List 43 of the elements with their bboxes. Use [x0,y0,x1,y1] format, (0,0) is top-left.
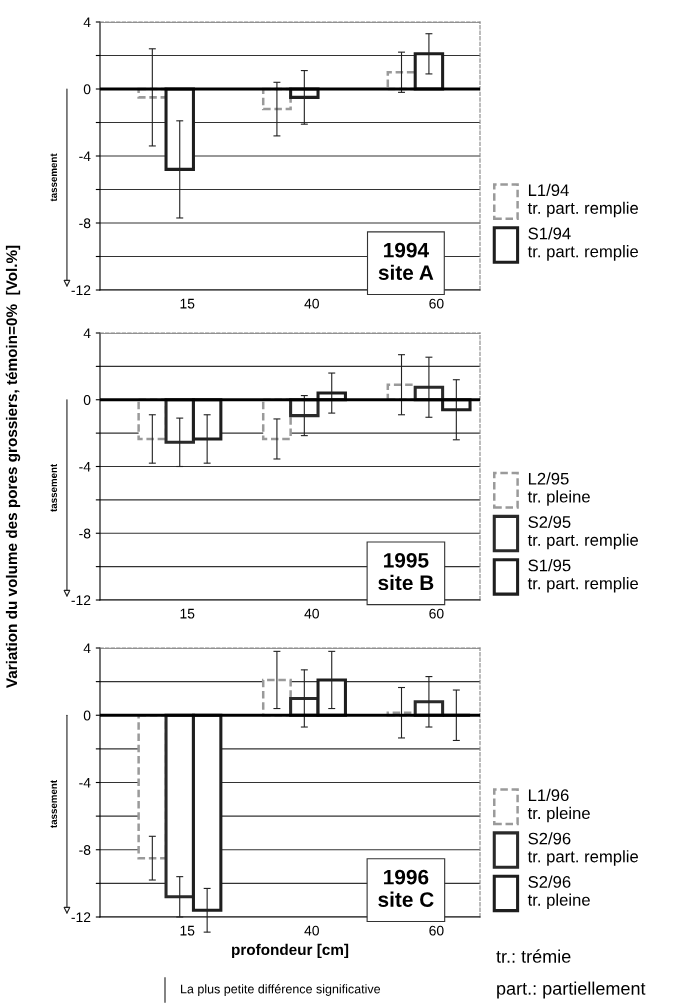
x-tick-label: 40 [304,925,319,936]
y-tick-label: 4 [83,328,91,339]
x-tick-label: 15 [180,608,195,619]
text: S2/95 tr. part. remplie [527,515,639,550]
y-tick-label: 4 [83,17,91,28]
x-tick-label: 15 [180,298,195,309]
text: tassement [50,153,58,202]
y-axis-title: Variation du volume des pores grossiers, témoin=0% [Vol.%] [5,245,21,689]
y-tick-label: -4 [79,151,91,162]
y-tick-label: -4 [79,777,91,788]
x-tick-label: 15 [180,925,195,936]
y-tick-label: -4 [79,461,91,472]
y-tick-label: -12 [71,285,91,296]
x-axis-title: profondeur [cm] [232,943,349,959]
y-tick-label: 0 [83,710,91,721]
text: tassement [50,463,58,512]
text: 1994 site A [378,242,434,281]
y-tick-label: 4 [83,643,91,654]
legend-label: S1/94 tr. part. remplie [527,227,639,261]
text: tassement [50,780,58,828]
y-tick-label: -8 [79,845,91,855]
legend-label: S2/96 tr. pleine [527,875,590,910]
y-tick-label: -8 [79,218,91,229]
y-tick-label: -12 [71,595,91,606]
legend-label: L1/96 tr. pleine [527,788,590,823]
x-tick-label: 60 [429,608,444,619]
y-tick-label: -8 [79,528,91,539]
text: tr.: trémie [496,949,571,963]
x-tick-label: 40 [304,608,319,619]
text: L2/95 tr. pleine [527,472,590,506]
legend-label: S2/96 tr. part. remplie [527,832,639,866]
text: 1996 site C [378,869,434,907]
y-tick-label: 0 [83,395,91,405]
x-tick-label: 60 [429,925,444,936]
text: part.: partiellement [497,981,646,999]
y-tick-label: 0 [83,84,91,95]
legend-label: L1/94 tr. part. remplie [527,183,639,218]
text: La plus petite différence significative [181,984,381,996]
x-tick-label: 40 [304,298,319,309]
text: S1/95 tr. part. remplie [527,559,639,593]
x-tick-label: 60 [429,298,444,309]
y-tick-label: -12 [71,912,91,923]
text: 1995 site B [378,552,434,591]
